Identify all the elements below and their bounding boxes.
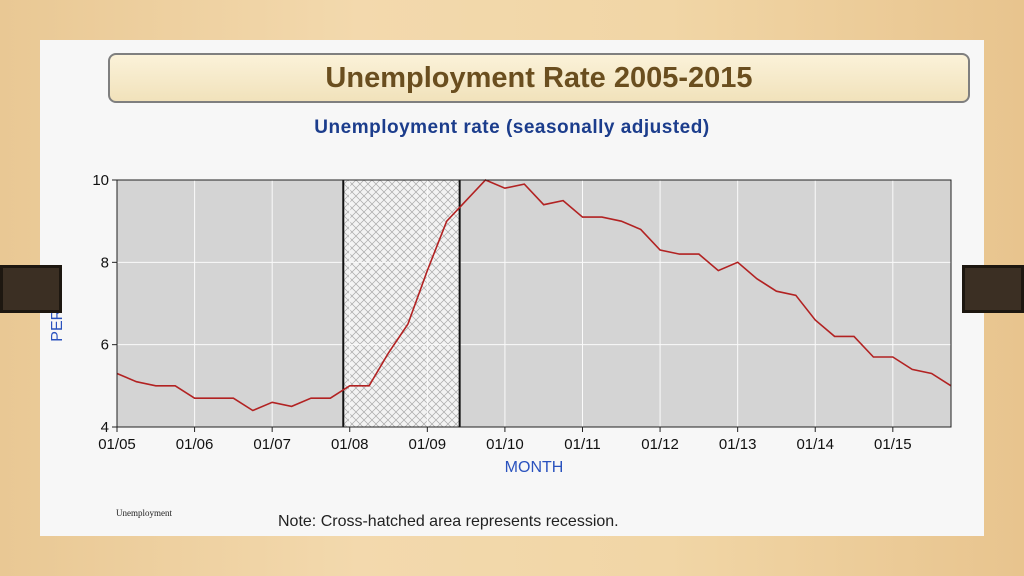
recession-note: Note: Cross-hatched area represents rece… bbox=[278, 513, 619, 530]
right-side-bar bbox=[962, 265, 1024, 313]
x-tick-label: 01/14 bbox=[796, 436, 834, 453]
x-tick-label: 01/13 bbox=[719, 436, 757, 453]
footer-label: Unemployment bbox=[116, 508, 172, 518]
x-tick-label: 01/11 bbox=[564, 436, 600, 453]
plot-area bbox=[116, 179, 952, 428]
x-tick-label: 01/05 bbox=[98, 436, 136, 453]
x-axis-title: MONTH bbox=[505, 459, 564, 476]
x-tick-label: 01/09 bbox=[409, 436, 447, 453]
x-tick-label: 01/08 bbox=[331, 436, 369, 453]
chart-title: Unemployment rate (seasonally adjusted) bbox=[314, 117, 710, 138]
slide-panel: Unemployment Rate 2005-2015 Unemployment… bbox=[40, 40, 984, 536]
x-tick-label: 01/10 bbox=[486, 436, 524, 453]
recession-band bbox=[343, 180, 460, 427]
plot-border bbox=[116, 179, 952, 428]
x-tick-label: 01/06 bbox=[176, 436, 214, 453]
y-tick-label: 10 bbox=[92, 172, 109, 189]
line-chart: 01/05 01/06 01/07 01/08 01/09 01/10 01/11 01/12… bbox=[49, 172, 952, 476]
left-side-bar bbox=[0, 265, 62, 313]
x-tick-label: 01/15 bbox=[874, 436, 912, 453]
x-tick-label: 01/12 bbox=[641, 436, 679, 453]
x-tick-label: 01/07 bbox=[253, 436, 291, 453]
y-tick-label: 4 bbox=[101, 419, 109, 436]
y-tick-label: 6 bbox=[101, 337, 109, 354]
y-tick-label: 8 bbox=[101, 254, 109, 271]
series-line bbox=[116, 179, 952, 412]
slide-heading: Unemployment Rate 2005-2015 bbox=[108, 53, 970, 103]
